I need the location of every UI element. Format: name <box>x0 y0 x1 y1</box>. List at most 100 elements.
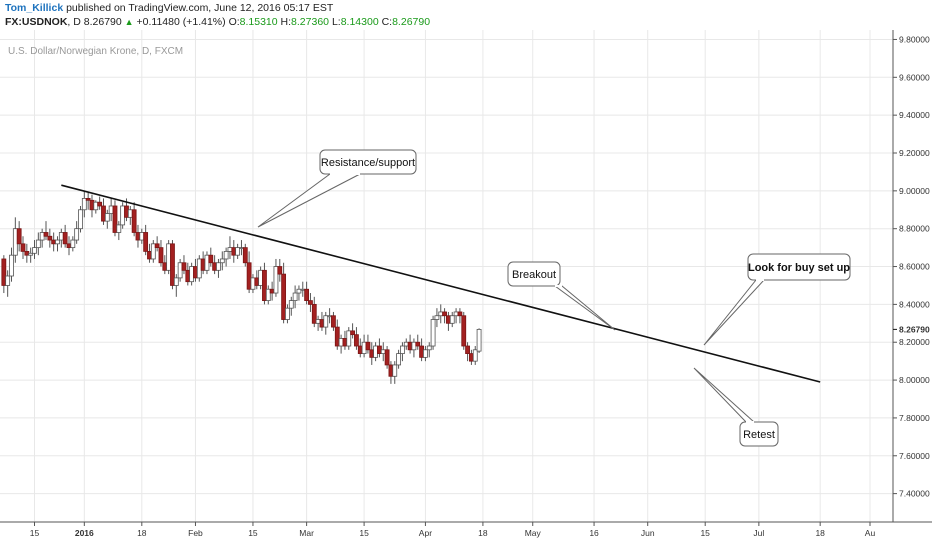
candle <box>66 236 72 256</box>
x-tick-label: Feb <box>188 528 203 538</box>
candle-body <box>281 273 287 320</box>
y-axis: 9.80000 9.60000 9.40000 9.20000 9.00000 8.800… <box>893 34 930 499</box>
candle-body <box>219 258 225 264</box>
candle-body <box>9 254 14 277</box>
callout-text: Breakout <box>512 269 556 281</box>
candle-body <box>457 311 463 317</box>
annotation-callout[interactable]: Look for buy set up <box>703 253 851 346</box>
candle <box>265 285 271 305</box>
candle-body <box>369 349 375 358</box>
x-tick-label: 18 <box>137 528 147 538</box>
candle-body <box>181 262 187 271</box>
annotation-callout[interactable]: Retest <box>693 367 779 447</box>
close-value: 8.26790 <box>392 16 431 28</box>
candle <box>250 274 256 294</box>
candle <box>85 192 91 210</box>
candle <box>193 258 198 282</box>
high-label: H: <box>280 16 292 28</box>
candle-body <box>453 311 459 317</box>
callout-box <box>747 253 851 281</box>
candle-body <box>384 349 390 366</box>
close-label: C: <box>381 16 393 28</box>
candle-body <box>32 247 37 254</box>
candle-body <box>227 247 233 252</box>
price-chart[interactable]: U.S. Dollar/Norwegian Krone, D, FXCM Res… <box>0 30 932 550</box>
candle-body <box>334 326 340 347</box>
candle-body <box>158 247 164 264</box>
candle-body <box>469 353 474 362</box>
candle <box>24 243 30 263</box>
candle-body <box>365 341 371 351</box>
y-tick-label: 7.40000 <box>899 489 930 499</box>
candle-body <box>216 262 221 271</box>
y-tick-label: 9.00000 <box>899 186 930 196</box>
candle-body <box>139 232 145 241</box>
x-tick-label: 2016 <box>75 528 94 538</box>
candle-body <box>265 288 271 302</box>
callout-text: Resistance/support <box>321 157 415 169</box>
candle-body <box>415 341 421 347</box>
candle-body <box>51 239 57 245</box>
candle <box>120 202 126 229</box>
candle <box>277 258 283 282</box>
low-value: 8.14300 <box>340 16 379 28</box>
candle-body <box>24 250 30 256</box>
candle <box>365 334 371 354</box>
x-tick-label: 18 <box>478 528 488 538</box>
candle <box>407 334 413 354</box>
candle <box>101 198 106 225</box>
candle-body <box>35 239 41 249</box>
candle-body <box>292 292 298 301</box>
candle <box>384 346 390 369</box>
x-tick-label: 16 <box>589 528 599 538</box>
candle-body <box>131 209 137 233</box>
candle <box>396 349 401 369</box>
author-link[interactable]: Tom_Killick <box>5 2 64 14</box>
candle-body <box>104 213 110 222</box>
candle-body <box>304 288 310 302</box>
candle <box>269 281 275 301</box>
candle-body <box>250 277 256 290</box>
candle <box>170 240 175 290</box>
annotation-callout[interactable]: Breakout <box>507 261 616 331</box>
up-arrow-icon: ▲ <box>124 17 134 27</box>
candle <box>177 258 183 282</box>
low-label: L: <box>331 16 341 28</box>
candle-body <box>296 288 302 294</box>
candle <box>262 262 267 305</box>
candle <box>281 262 287 324</box>
callout-pointer <box>257 173 361 228</box>
candle <box>223 247 229 267</box>
candle-body <box>354 334 359 347</box>
candle-body <box>315 319 321 324</box>
y-tick-label: 8.00000 <box>899 375 930 385</box>
candle-body <box>430 319 436 347</box>
symbol-info: FX:USDNOK, D 8.26790 ▲ +0.11480 (+1.41%)… <box>5 16 430 28</box>
last-price: 8.26790 <box>83 16 122 28</box>
x-tick-label: Mar <box>299 528 314 538</box>
candle <box>346 327 352 350</box>
candle <box>150 240 156 263</box>
annotation-callout[interactable]: Resistance/support <box>257 149 417 228</box>
candle <box>442 308 447 324</box>
candle <box>334 319 340 350</box>
candle-body <box>262 269 267 301</box>
candle <box>147 243 152 263</box>
candle-body <box>231 247 237 256</box>
symbol-sep: , <box>67 16 74 28</box>
candle-body <box>97 201 103 207</box>
candle-body <box>47 235 53 241</box>
candle-body <box>58 232 64 241</box>
candle-body <box>396 353 401 366</box>
trendline[interactable] <box>61 184 821 383</box>
candle <box>70 236 76 252</box>
candle <box>20 236 26 259</box>
y-tick-label: 7.80000 <box>899 413 930 423</box>
candle-body <box>380 349 386 354</box>
candle-body <box>5 275 11 286</box>
candle-body <box>212 262 218 271</box>
candle <box>9 247 14 282</box>
candle <box>235 243 241 259</box>
candle-body <box>120 205 126 226</box>
candle <box>104 209 110 229</box>
